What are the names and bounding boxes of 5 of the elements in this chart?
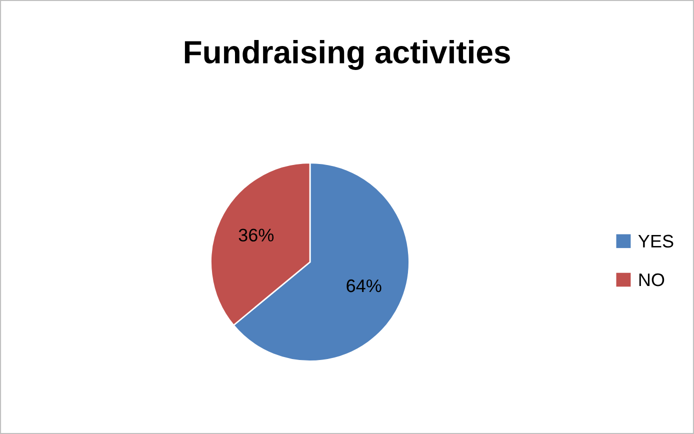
chart-title: Fundraising activities xyxy=(184,40,510,70)
data-label: 64% xyxy=(346,279,382,292)
legend-label: YES xyxy=(638,234,674,248)
legend-label: NO xyxy=(639,273,664,286)
data-label: 36% xyxy=(238,228,274,242)
